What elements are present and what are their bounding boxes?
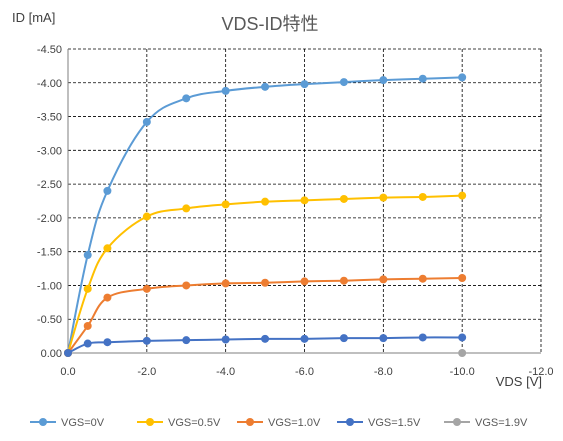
data-point: [458, 274, 467, 283]
legend: VGS=0V VGS=0.5V VGS=1.0V VGS=1.5V VGS=1.9V: [30, 417, 528, 429]
data-point: [142, 117, 151, 126]
data-point: [103, 338, 112, 347]
chart-title: VDS-ID特性: [221, 14, 318, 34]
data-point: [300, 334, 309, 343]
data-point: [182, 204, 191, 213]
data-point: [339, 334, 348, 343]
series-2: [64, 274, 467, 357]
y-axis-label: ID [mA]: [12, 10, 55, 25]
data-point: [142, 212, 151, 221]
legend-swatch-marker: [346, 418, 354, 426]
y-tick-label: -3.00: [37, 145, 62, 157]
data-point: [103, 244, 112, 253]
data-point: [379, 76, 388, 85]
series-0: [64, 73, 467, 357]
data-point: [458, 191, 467, 200]
x-axis-label: VDS [V]: [496, 374, 542, 389]
y-tick-label: -3.50: [37, 112, 62, 124]
data-point: [261, 197, 270, 206]
series-1: [64, 191, 467, 357]
data-point: [261, 334, 270, 343]
legend-swatch-marker: [146, 418, 154, 426]
axes: 0.00 -0.50 -1.00 -1.50 -2.00 -2.50 -3.00 -3.50 -…: [37, 44, 554, 378]
y-tick-label: -0.50: [37, 314, 62, 326]
data-point: [182, 336, 191, 345]
data-point: [221, 335, 230, 344]
y-tick-label: -4.00: [37, 78, 62, 90]
data-point: [339, 276, 348, 285]
data-point: [182, 281, 191, 290]
y-tick-label: 0.00: [41, 348, 62, 360]
data-point: [261, 278, 270, 287]
data-point: [83, 321, 92, 330]
data-point: [221, 200, 230, 209]
legend-label: VGS=1.9V: [475, 417, 528, 429]
data-point: [64, 349, 72, 357]
legend-swatch-marker: [246, 418, 254, 426]
x-tick-label: -4.0: [216, 366, 235, 378]
data-point: [379, 334, 388, 343]
data-point: [458, 349, 467, 357]
y-tick-label: -2.50: [37, 179, 62, 191]
x-tick-label: -2.0: [137, 366, 156, 378]
series-3: [64, 333, 467, 357]
data-point: [418, 333, 427, 342]
data-point: [83, 339, 92, 348]
data-point: [221, 279, 230, 288]
legend-label: VGS=0.5V: [168, 417, 221, 429]
data-point: [379, 275, 388, 284]
data-point: [103, 293, 112, 302]
data-point: [300, 80, 309, 89]
data-point: [418, 274, 427, 283]
data-point: [418, 74, 427, 83]
data-point: [379, 193, 388, 202]
series-4: [458, 349, 467, 357]
x-tick-label: -6.0: [295, 366, 314, 378]
legend-label: VGS=1.5V: [368, 417, 421, 429]
legend-swatch-marker: [39, 418, 47, 426]
x-tick-label: -8.0: [374, 366, 393, 378]
x-tick-label: -10.0: [450, 366, 475, 378]
y-tick-label: -4.50: [37, 44, 62, 56]
y-tick-label: -1.50: [37, 247, 62, 259]
legend-label: VGS=1.0V: [268, 417, 321, 429]
y-tick-label: -1.00: [37, 280, 62, 292]
data-point: [339, 78, 348, 87]
data-point: [300, 277, 309, 286]
data-point: [83, 284, 92, 293]
data-point: [142, 284, 151, 293]
series-layer: [64, 73, 467, 357]
data-point: [458, 333, 467, 342]
data-point: [103, 186, 112, 195]
data-point: [142, 336, 151, 345]
y-tick-label: -2.00: [37, 213, 62, 225]
legend-label: VGS=0V: [61, 417, 105, 429]
data-point: [418, 192, 427, 201]
series-line: [67, 76, 463, 354]
data-point: [300, 196, 309, 205]
data-point: [221, 86, 230, 95]
data-point: [458, 73, 467, 82]
data-point: [182, 94, 191, 103]
data-point: [83, 251, 92, 260]
x-tick-label: 0.0: [60, 366, 75, 378]
legend-swatch-marker: [453, 418, 461, 426]
data-point: [339, 194, 348, 203]
series-line: [67, 194, 463, 354]
data-point: [261, 82, 270, 91]
x-tick-label: -12.0: [528, 366, 553, 378]
